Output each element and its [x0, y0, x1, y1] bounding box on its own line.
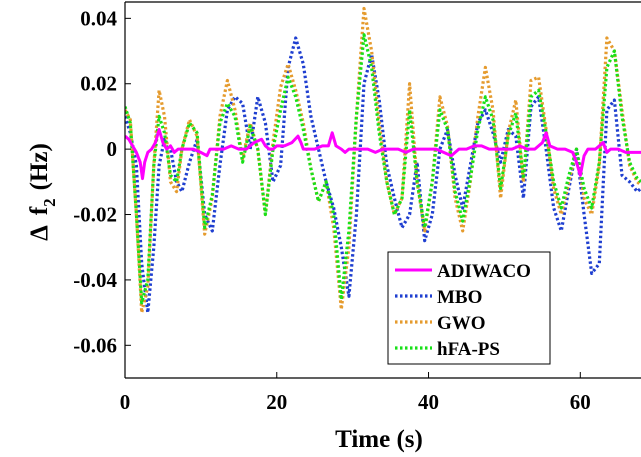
legend-label: hFA-PS — [437, 339, 500, 360]
y-tick-label: -0.06 — [73, 333, 117, 357]
y-tick-label: -0.04 — [73, 268, 117, 292]
legend: ADIWACO MBO GWO hFA-PS — [387, 251, 551, 365]
ticks-layer: 0.04 0.02 0 -0.02 -0.04 -0.06 0 20 40 60 — [73, 6, 591, 414]
legend-label: MBO — [437, 287, 482, 308]
y-axis-label-sub: 2 — [40, 198, 59, 207]
axes-layer — [124, 1, 641, 379]
y-tick-label: -0.02 — [73, 203, 117, 227]
y-tick-label: 0 — [107, 137, 118, 161]
legend-entries: ADIWACO MBO GWO hFA-PS — [395, 261, 531, 360]
y-axis-label: Δf2 (Hz) — [26, 143, 59, 241]
x-tick-label: 20 — [266, 390, 287, 414]
legend-label: ADIWACO — [437, 261, 531, 282]
series-line-gwo — [125, 6, 641, 315]
series-line-mbo — [125, 36, 641, 315]
y-axis-label-delta: Δ — [26, 225, 53, 241]
series-line-hfa-ps — [125, 33, 641, 305]
y-tick-label: 0.02 — [80, 72, 117, 96]
x-axis-label: Time (s) — [335, 426, 423, 453]
y-axis-label-unit: (Hz) — [26, 143, 53, 190]
x-tick-label: 60 — [570, 390, 591, 414]
series-layer — [125, 6, 641, 315]
legend-box — [387, 251, 551, 365]
series-line-adiwaco — [125, 128, 641, 181]
y-axis-label-var: f — [26, 206, 53, 215]
y-tick-label: 0.04 — [80, 6, 117, 30]
x-tick-label: 0 — [120, 390, 131, 414]
legend-label: GWO — [437, 313, 486, 334]
x-tick-label: 40 — [418, 390, 439, 414]
